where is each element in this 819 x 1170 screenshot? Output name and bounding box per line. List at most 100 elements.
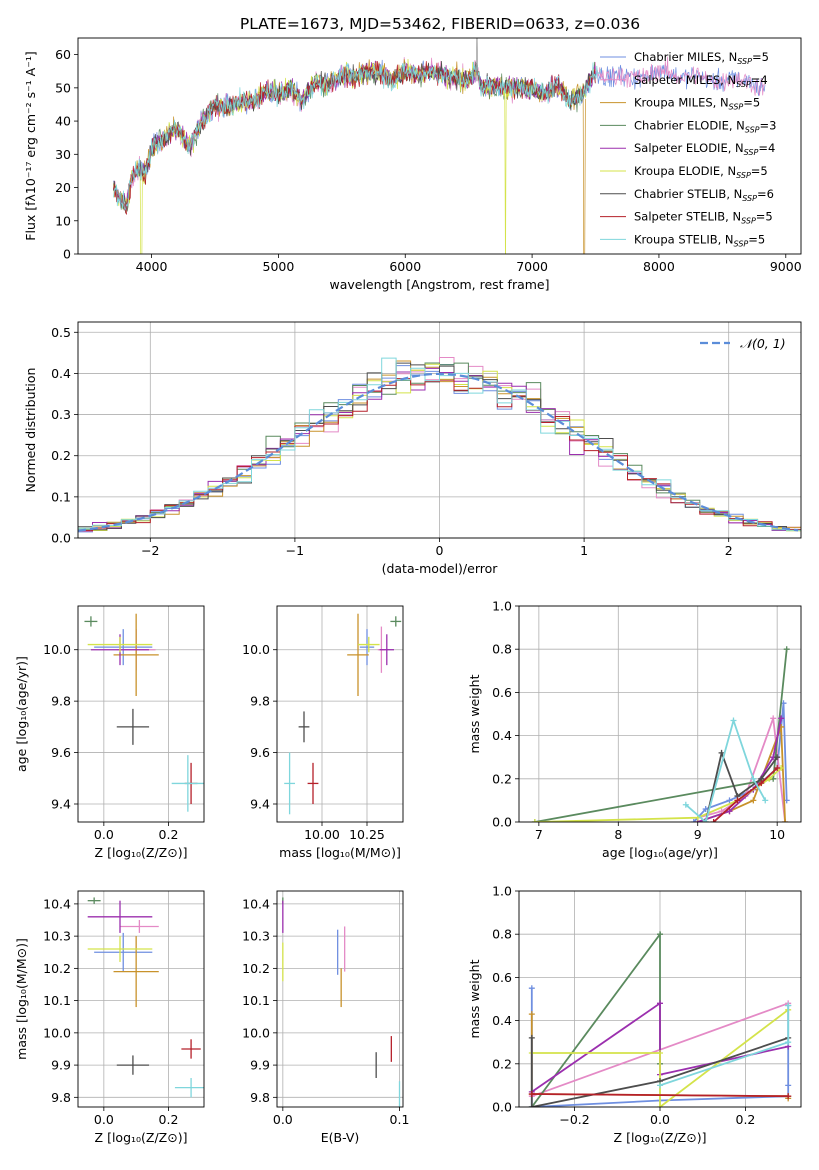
mass-vs-EBV-plot-area xyxy=(282,897,401,1107)
weight-marker xyxy=(531,819,538,822)
legend-entry: Kroupa STELIB, NSSP=5 xyxy=(634,232,765,248)
y-tick-label: 0.4 xyxy=(492,1013,512,1028)
normal-curve xyxy=(78,372,799,532)
legend-entry-main: Salpeter ELODIE, N xyxy=(634,141,744,155)
errorbar-point xyxy=(379,634,394,666)
x-axis-label: Z [log₁₀(Z/Z⊙)] xyxy=(614,1130,707,1145)
y-tick-label: 9.4 xyxy=(250,797,270,812)
weight-marker xyxy=(718,749,725,756)
legend-entry-subscript: SSP xyxy=(744,148,759,157)
legend-entry-tail: =4 xyxy=(758,141,775,155)
weight-marker xyxy=(785,1039,792,1046)
errorbar-point xyxy=(94,629,153,666)
legend-entry-tail: =5 xyxy=(751,164,768,178)
legend-entry-tail: =4 xyxy=(751,73,768,87)
spectrum-line-spike xyxy=(475,38,479,82)
weight-marker xyxy=(702,806,709,813)
weight-marker xyxy=(774,765,781,771)
x-axis-label: wavelength [Angstrom, rest frame] xyxy=(329,277,549,292)
legend-entry: Chabrier MILES, NSSP=5 xyxy=(634,50,769,66)
legend-entry-main: Salpeter MILES, N xyxy=(634,73,736,87)
x-tick-label: 0.0 xyxy=(94,827,114,842)
errorbar-point xyxy=(390,616,402,627)
legend-entry-subscript: SSP xyxy=(734,239,749,248)
weight-line xyxy=(659,1005,790,1087)
weight-marker xyxy=(726,797,733,804)
weight-marker xyxy=(783,646,790,653)
y-tick-label: 10.1 xyxy=(43,993,71,1008)
y-tick-label: 10.2 xyxy=(43,961,71,976)
axes-frame xyxy=(518,605,802,823)
errorbar-point xyxy=(116,1055,150,1075)
y-axis-label: age [log₁₀(age/yr)] xyxy=(14,656,29,772)
mass-weight-vs-age-plot-area xyxy=(531,646,790,822)
weight-marker xyxy=(785,1082,792,1089)
y-tick-label: 10.3 xyxy=(242,929,270,944)
x-tick-label: 0.2 xyxy=(159,1112,179,1127)
legend-entry-tail: =5 xyxy=(752,50,769,64)
mass-weight-vs-Z-plot-area xyxy=(528,931,792,1107)
legend-entry: Salpeter ELODIE, NSSP=4 xyxy=(634,141,775,157)
errorbar-point xyxy=(359,629,375,666)
y-tick-label: 30 xyxy=(55,147,71,162)
y-tick-label: 10.4 xyxy=(242,896,270,911)
x-tick-label: 9 xyxy=(694,827,702,842)
mass-vs-Z-plot-area xyxy=(87,897,204,1098)
y-tick-label: 10.3 xyxy=(43,929,71,944)
weight-marker xyxy=(528,1104,535,1107)
y-tick-label: 10 xyxy=(55,213,71,228)
weight-marker xyxy=(657,1104,663,1107)
x-tick-label: 7 xyxy=(535,827,543,842)
y-tick-label: 1.0 xyxy=(492,599,512,614)
weight-marker xyxy=(528,1011,535,1018)
errorbar-point xyxy=(298,711,310,743)
age-vs-mass-panel: 10.00 10.25 9.4 9.6 9.8 10.0 mass [log₁₀(M/M⊙)… xyxy=(242,605,404,860)
y-tick-label: 0 xyxy=(63,247,71,262)
mass-weight-vs-Z-panel: −0.2 0.0 0.2 0.0 0.2 0.4 0.6 0.8 1.0 Z [log₁₀(Z/Z… xyxy=(467,884,802,1145)
legend-entry-main: Chabrier STELIB, N xyxy=(634,187,742,201)
mass-vs-Z-panel: 0.0 0.2 9.8 9.9 10.0 10.1 10.2 10.3 10.4 Z [log₁₀… xyxy=(14,890,205,1145)
y-tick-label: 10.0 xyxy=(242,1025,270,1040)
legend-entry-tail: =6 xyxy=(757,187,774,201)
y-tick-label: 0.2 xyxy=(492,771,512,786)
y-tick-label: 10.2 xyxy=(242,961,270,976)
x-tick-label: −0.2 xyxy=(559,1112,589,1127)
y-axis-label: Normed distribution xyxy=(23,368,38,493)
y-tick-label: 0.0 xyxy=(51,531,71,546)
x-tick-label: 1 xyxy=(580,543,588,558)
x-tick-label: 9000 xyxy=(770,259,802,274)
spectrum-plot-area xyxy=(113,38,766,254)
weight-marker xyxy=(734,797,741,804)
y-tick-label: 9.6 xyxy=(250,745,270,760)
mass-weight-vs-age-panel: 7 8 9 10 0.0 0.2 0.4 0.6 0.8 1.0 age [log₁₀(age/yr… xyxy=(467,599,802,860)
weight-marker xyxy=(750,775,757,782)
y-tick-label: 0.5 xyxy=(51,325,71,340)
y-tick-label: 0.6 xyxy=(492,970,512,985)
x-tick-label: 10.25 xyxy=(349,827,385,842)
legend-entry-subscript: SSP xyxy=(745,125,760,134)
weight-marker xyxy=(657,1082,663,1089)
errorbar-point xyxy=(181,1039,201,1059)
spectrum-line xyxy=(113,61,601,212)
x-tick-label: 2 xyxy=(725,543,733,558)
axes-frame xyxy=(276,890,404,1108)
weight-marker xyxy=(528,1091,535,1098)
y-tick-label: 0.3 xyxy=(51,407,71,422)
weight-marker xyxy=(770,715,777,722)
errorbar-point xyxy=(84,616,98,627)
x-tick-label: 0.0 xyxy=(273,1112,293,1127)
age-vs-Z-panel: 0.0 0.2 9.4 9.6 9.8 10.0 Z [log₁₀(Z/Z⊙)] age [l… xyxy=(14,605,205,860)
legend-entry-tail: =5 xyxy=(756,210,773,224)
x-tick-label: 5000 xyxy=(263,259,295,274)
weight-marker xyxy=(762,797,769,804)
errorbar-point xyxy=(120,920,159,933)
weight-marker xyxy=(785,1093,792,1100)
y-tick-label: 20 xyxy=(55,180,71,195)
legend-entry-subscript: SSP xyxy=(737,57,752,66)
weight-marker xyxy=(690,819,697,822)
weight-marker xyxy=(774,754,781,761)
y-tick-label: 9.8 xyxy=(250,1090,270,1105)
x-tick-label: 8000 xyxy=(643,259,675,274)
age-vs-mass-plot-area xyxy=(284,613,402,815)
x-tick-label: 0.0 xyxy=(650,1112,670,1127)
